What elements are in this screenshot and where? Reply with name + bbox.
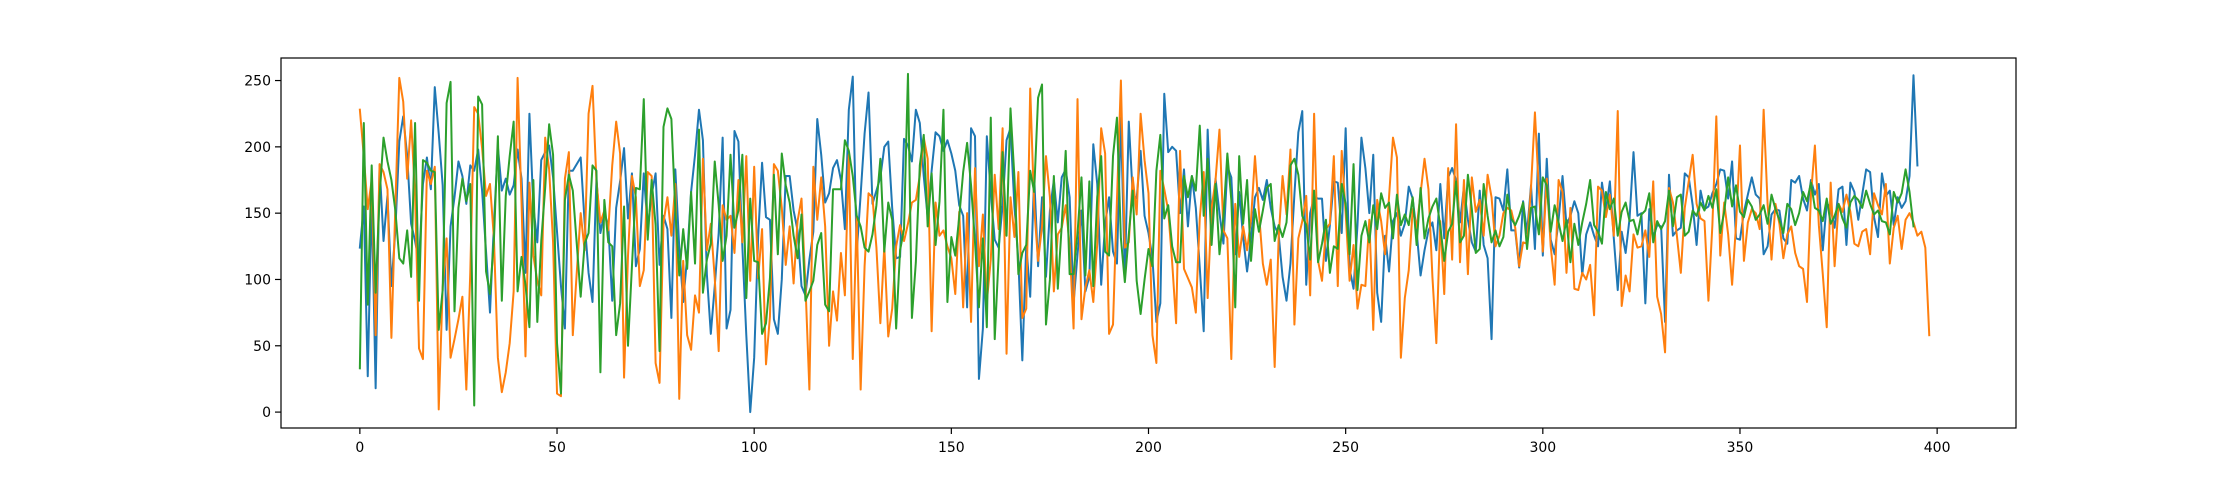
x-tick-label: 200 <box>1135 440 1162 456</box>
y-tick-label: 250 <box>244 74 271 90</box>
y-tick-label: 50 <box>253 339 271 355</box>
x-tick-label: 150 <box>938 440 965 456</box>
axes: 0 50 100 150 200 250 300 350 400 0 50 100 150 200 250 <box>244 57 2017 456</box>
series-line-3 <box>358 72 1915 407</box>
x-tick-label: 0 <box>355 440 364 456</box>
x-tick-label: 400 <box>1924 440 1951 456</box>
y-tick-label: 0 <box>262 405 271 421</box>
series-line-2 <box>358 76 1931 411</box>
x-tick-label: 50 <box>548 440 566 456</box>
y-tick-label: 200 <box>244 140 271 156</box>
y-tick-label: 100 <box>244 272 271 288</box>
x-tick-label: 100 <box>741 440 768 456</box>
series-layer <box>358 72 1931 414</box>
y-tick-label: 150 <box>244 206 271 222</box>
x-tick-label: 300 <box>1529 440 1556 456</box>
x-tick-label: 350 <box>1727 440 1754 456</box>
x-tick-label: 250 <box>1332 440 1359 456</box>
